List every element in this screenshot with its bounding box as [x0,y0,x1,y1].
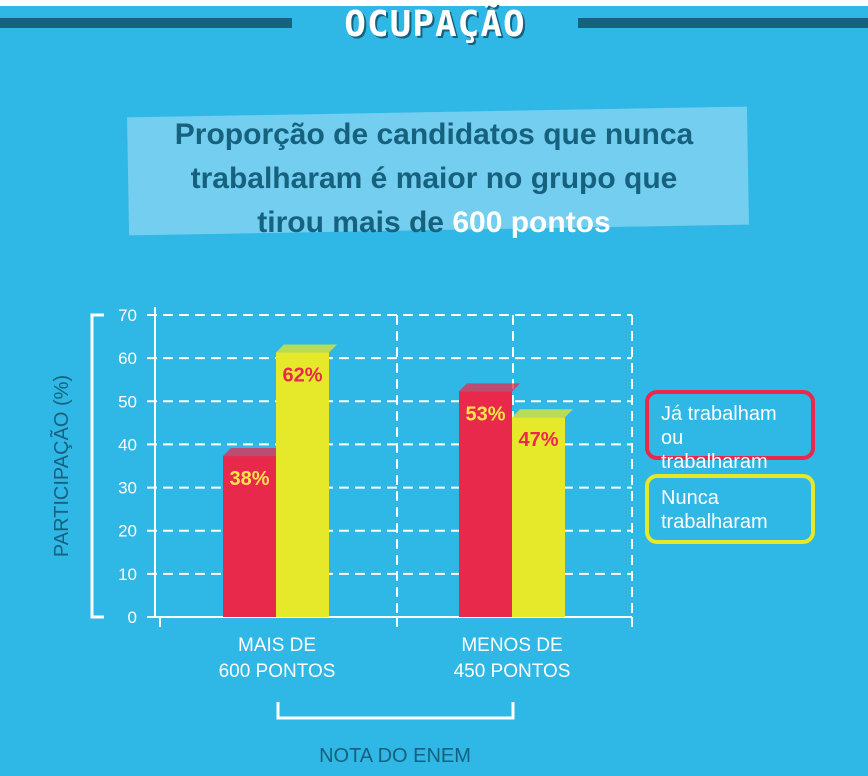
data-label: 53% [465,403,505,425]
y-tick-label: 60 [118,349,137,368]
top-border [0,0,868,6]
legend-label-line-1: Nunca [661,487,719,509]
bar-top [223,448,284,457]
headline-line-3: tirou mais de 600 pontos [120,201,748,245]
bar-top [276,344,337,353]
y-tick-label: 10 [118,565,137,584]
headline-line-3-text: tirou mais de [257,206,453,239]
legend-label-line-2: trabalharam [661,511,768,533]
y-tick-label: 0 [128,608,137,627]
headline-line-2: trabalharam é maior no grupo que [190,162,678,195]
x-axis-categories: MAIS DE 600 PONTOS MENOS DE 450 PONTOS [219,635,571,682]
legend-item-worked: Já trabalham ou trabalharam [645,390,815,473]
x-category-label-line-2: 450 PONTOS [454,661,571,682]
x-axis-bracket [276,702,515,720]
banner-bar-left [0,18,292,28]
chart-bars [223,344,573,617]
headline-highlight: 600 pontos [452,206,611,239]
section-title: OCUPAÇÃO [344,4,526,45]
data-label: 62% [282,365,322,387]
legend-label-line-1: Já trabalham ou [661,403,777,449]
x-axis-label: NOTA DO ENEM [319,745,471,767]
x-category-label-line-2: 600 PONTOS [219,661,336,682]
headline: Proporção de candidatos que nunca trabal… [120,113,748,245]
bar-top [512,409,573,418]
y-tick-label: 30 [118,479,137,498]
bar-top [459,383,520,392]
bar [459,391,512,617]
data-label: 38% [229,468,269,490]
data-label: 47% [518,429,558,451]
bar [276,352,329,617]
y-tick-label: 20 [118,522,137,541]
y-tick-label: 70 [118,306,137,325]
data-labels: 38% 53% 62% 47% [229,365,558,491]
y-tick-label: 50 [118,392,137,411]
bar [512,417,565,617]
legend-label-line-2: trabalharam [661,451,768,473]
banner-bar-right [578,18,868,28]
legend-item-never-worked: Nunca trabalharam [645,474,815,544]
y-axis-label: PARTICIPAÇÃO (%) [49,375,73,557]
bar [223,456,276,617]
x-category-label-line-1: MAIS DE [238,635,316,656]
x-category-label-line-1: MENOS DE [461,635,562,656]
y-axis-bracket [90,313,104,619]
y-tick-label: 40 [118,435,137,454]
y-axis-ticks: 0 10 20 30 40 50 60 70 [118,306,137,627]
headline-line-1: Proporção de candidatos que nunca [174,118,694,151]
